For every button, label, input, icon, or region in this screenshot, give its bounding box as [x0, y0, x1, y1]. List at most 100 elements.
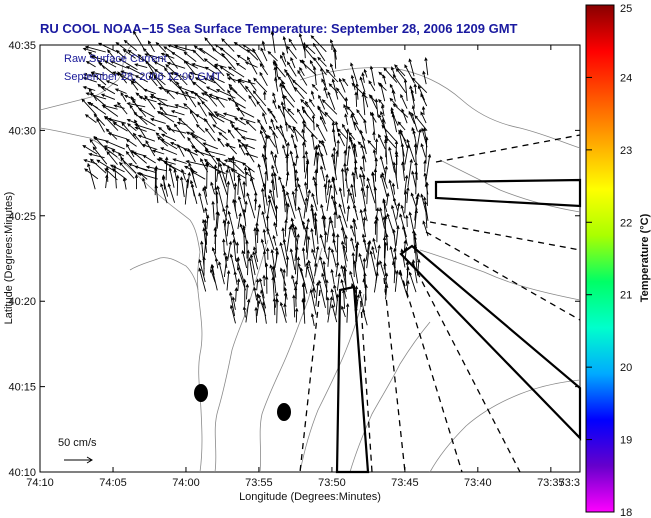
- current-vector: [90, 71, 107, 86]
- current-vector: [134, 63, 148, 69]
- current-vector: [294, 245, 299, 275]
- current-vector: [200, 158, 209, 173]
- current-vector: [150, 93, 169, 107]
- current-vector: [316, 123, 326, 142]
- current-vector: [323, 86, 328, 99]
- current-vector: [227, 164, 236, 190]
- current-vector: [326, 296, 330, 315]
- lane-polygon-east: [399, 244, 582, 441]
- current-vector: [262, 182, 268, 206]
- current-vector: [330, 248, 337, 268]
- current-vector: [228, 83, 238, 94]
- current-vector: [100, 93, 116, 100]
- current-vector: [374, 98, 379, 118]
- current-vector: [198, 47, 218, 62]
- current-vector: [229, 253, 236, 275]
- current-vector: [113, 164, 117, 189]
- current-vector: [167, 127, 187, 134]
- current-vector: [223, 251, 228, 269]
- current-vector: [87, 162, 96, 190]
- current-vector: [366, 177, 376, 204]
- current-vector: [245, 85, 258, 102]
- current-vector: [223, 255, 229, 278]
- y-tick-label: 40:25: [8, 211, 36, 223]
- current-vector: [394, 150, 399, 179]
- current-vector: [279, 241, 288, 270]
- current-vector: [363, 207, 368, 222]
- current-vector: [193, 45, 206, 54]
- current-vector: [105, 80, 119, 87]
- current-vector: [122, 177, 127, 190]
- current-vector: [242, 44, 257, 54]
- current-vector: [126, 118, 138, 125]
- current-vector: [101, 85, 116, 95]
- current-vector: [145, 140, 156, 157]
- current-vector: [267, 194, 278, 222]
- current-vector: [294, 187, 298, 206]
- current-vector: [327, 178, 331, 196]
- current-vector: [331, 78, 339, 100]
- current-vector: [282, 35, 289, 54]
- current-vector: [216, 157, 221, 182]
- current-vector: [125, 66, 145, 77]
- current-vector: [165, 53, 179, 69]
- isobath-hudson: [439, 159, 581, 213]
- current-vector: [189, 179, 198, 205]
- current-vector: [183, 59, 197, 76]
- current-vector: [237, 212, 242, 230]
- current-vector: [319, 115, 328, 132]
- current-vector: [134, 119, 147, 139]
- current-vector: [285, 171, 290, 187]
- current-vector: [272, 92, 277, 102]
- current-vector: [301, 298, 306, 324]
- current-vector: [236, 278, 241, 291]
- current-vector: [392, 161, 399, 190]
- current-vector: [114, 88, 127, 94]
- current-vector: [192, 49, 205, 62]
- current-vector: [333, 211, 337, 228]
- current-vector: [253, 197, 258, 211]
- current-vector: [361, 72, 365, 83]
- current-vector: [104, 140, 125, 150]
- current-vector: [397, 121, 406, 131]
- current-vector: [281, 51, 287, 63]
- current-vector: [266, 227, 275, 251]
- current-vector: [389, 245, 396, 269]
- current-vector: [245, 120, 257, 131]
- x-tick-label: 74:10: [26, 477, 54, 489]
- current-vector: [256, 299, 261, 317]
- current-vector: [422, 220, 429, 237]
- current-vector: [117, 101, 128, 115]
- current-vector: [204, 66, 218, 75]
- current-vector: [272, 99, 277, 109]
- current-vector: [253, 286, 258, 301]
- current-vector: [206, 214, 210, 230]
- current-vector: [405, 214, 409, 227]
- current-vector: [172, 158, 187, 164]
- current-vector: [151, 149, 165, 155]
- current-vector: [325, 279, 329, 300]
- current-vector: [372, 237, 378, 253]
- current-vector: [330, 194, 337, 214]
- current-vector: [408, 58, 415, 77]
- current-vector: [82, 76, 97, 83]
- current-vector: [253, 77, 268, 93]
- current-vector: [144, 53, 166, 60]
- current-vector: [127, 49, 145, 62]
- current-vector: [237, 79, 248, 93]
- current-vector: [270, 150, 279, 174]
- current-vector: [159, 106, 168, 116]
- current-vector: [393, 255, 397, 284]
- current-vector: [414, 170, 418, 195]
- current-vector: [149, 71, 166, 86]
- current-vector: [379, 207, 385, 229]
- current-vector: [194, 77, 207, 85]
- current-vector: [90, 55, 106, 61]
- current-vector: [305, 189, 311, 213]
- current-vector: [231, 155, 236, 181]
- current-vector: [120, 91, 127, 102]
- current-vector: [161, 175, 169, 197]
- current-vector: [322, 260, 327, 283]
- current-vector: [373, 271, 379, 293]
- current-vector: [115, 72, 136, 84]
